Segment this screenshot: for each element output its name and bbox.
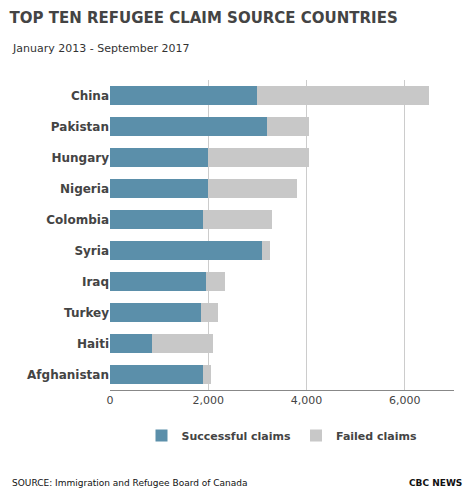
svg-text:Nigeria: Nigeria [60,182,109,196]
svg-text:0: 0 [107,394,114,407]
svg-text:6,000: 6,000 [389,394,421,407]
svg-text:China: China [71,89,109,103]
svg-text:Haiti: Haiti [77,337,109,351]
svg-text:Successful claims: Successful claims [182,430,292,443]
svg-text:CBC NEWS: CBC NEWS [409,478,462,488]
svg-text:TOP TEN REFUGEE CLAIM SOURCE C: TOP TEN REFUGEE CLAIM SOURCE COUNTRIES [9,9,397,27]
svg-text:Iraq: Iraq [82,275,109,289]
svg-text:SOURCE: Immigration and Refuge: SOURCE: Immigration and Refugee Board of… [12,478,248,488]
svg-text:January 2013 - September 2017: January 2013 - September 2017 [12,42,189,55]
svg-text:Hungary: Hungary [51,151,109,165]
svg-text:2,000: 2,000 [193,394,225,407]
svg-text:Syria: Syria [74,244,109,258]
svg-text:Colombia: Colombia [46,213,109,227]
svg-text:Pakistan: Pakistan [51,120,109,134]
svg-text:Failed claims: Failed claims [336,430,417,443]
svg-text:Afghanistan: Afghanistan [27,368,109,382]
svg-text:Turkey: Turkey [64,306,109,320]
svg-text:4,000: 4,000 [291,394,323,407]
